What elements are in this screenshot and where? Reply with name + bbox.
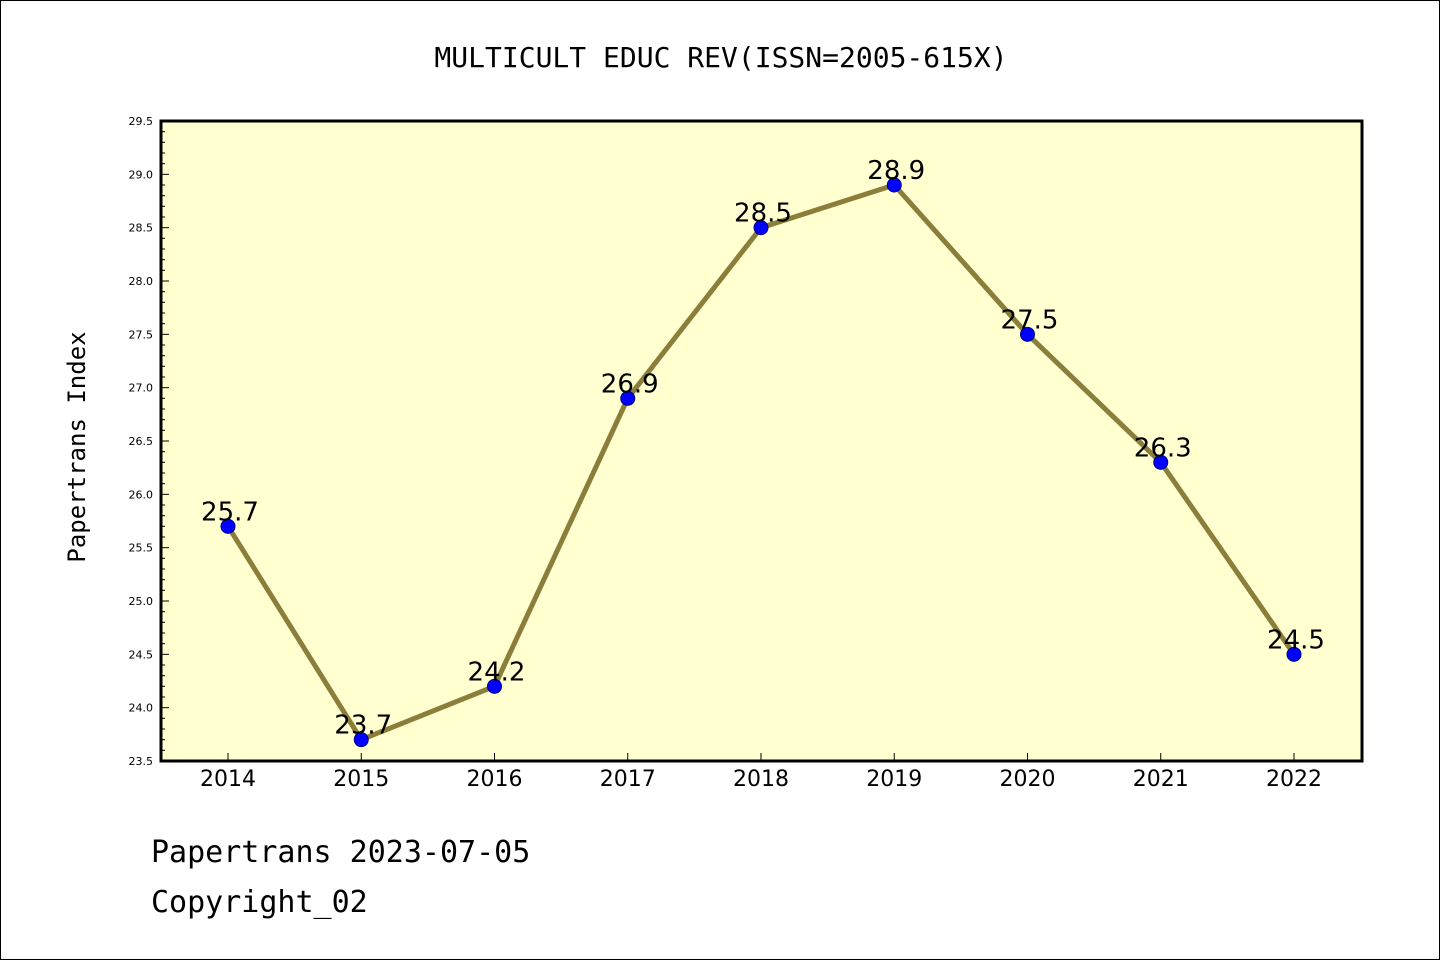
data-labels: 25.7 23.7 24.2 26.9 28.5 28.9 27.5 26.3 24.5 [201,156,1325,741]
data-label: 26.3 [1134,433,1192,463]
data-point [1020,326,1035,342]
data-point [1153,454,1169,470]
y-tick-label: 23.5 [129,755,154,768]
data-label: 26.9 [601,369,659,399]
x-tick-label: 2022 [1266,767,1322,792]
data-point [753,220,769,236]
x-tick-label: 2019 [866,767,922,792]
x-tick-label: 2016 [467,767,523,792]
data-label: 28.5 [734,199,792,229]
footer-brand-date: Papertrans 2023-07-05 [151,835,531,870]
y-tick-label: 27.0 [129,382,154,395]
y-tick-label: 28.0 [129,275,154,288]
y-tick-label: 24.5 [129,648,154,661]
data-point [1286,646,1302,662]
data-point [220,518,236,534]
data-label: 27.5 [1001,305,1059,335]
x-tick-label: 2021 [1133,767,1189,792]
y-tick-label: 29.5 [129,115,154,128]
data-point [353,732,369,748]
data-label: 23.7 [334,711,392,741]
y-tick-label: 28.5 [129,222,154,235]
y-tick-label: 24.0 [129,702,154,715]
chart-title: MULTICULT EDUC REV(ISSN=2005-615X) [434,41,1007,74]
data-point [620,390,636,406]
y-tick-label: 25.0 [129,595,154,608]
series-layer [220,177,1302,748]
x-axis: 2014 2015 2016 2017 2018 2019 2020 2021 2022 [200,753,1322,792]
y-tick-label: 29.0 [129,168,154,181]
y-tick-label: 26.5 [129,435,154,448]
data-point [487,678,502,694]
footer-copyright: Copyright_02 [151,885,368,920]
y-tick-label: 26.0 [129,488,154,501]
x-tick-label: 2018 [733,767,789,792]
plot-frame [159,119,1364,763]
data-label: 25.7 [201,497,259,527]
data-label: 24.2 [468,657,526,687]
x-tick-label: 2020 [1000,767,1056,792]
x-tick-label: 2017 [600,767,656,792]
y-axis: 23.5 24.0 24.5 25.0 25.5 26.0 26.5 27.0 27.5 28.0… [129,115,169,768]
x-tick-label: 2014 [200,767,256,792]
data-point [886,177,902,193]
x-tick-label: 2015 [333,767,389,792]
y-tick-label: 25.5 [129,542,154,555]
data-label: 28.9 [867,156,925,186]
y-tick-label: 27.5 [129,328,154,341]
data-label: 24.5 [1267,625,1325,655]
y-axis-label: Papertrans Index [63,331,91,562]
